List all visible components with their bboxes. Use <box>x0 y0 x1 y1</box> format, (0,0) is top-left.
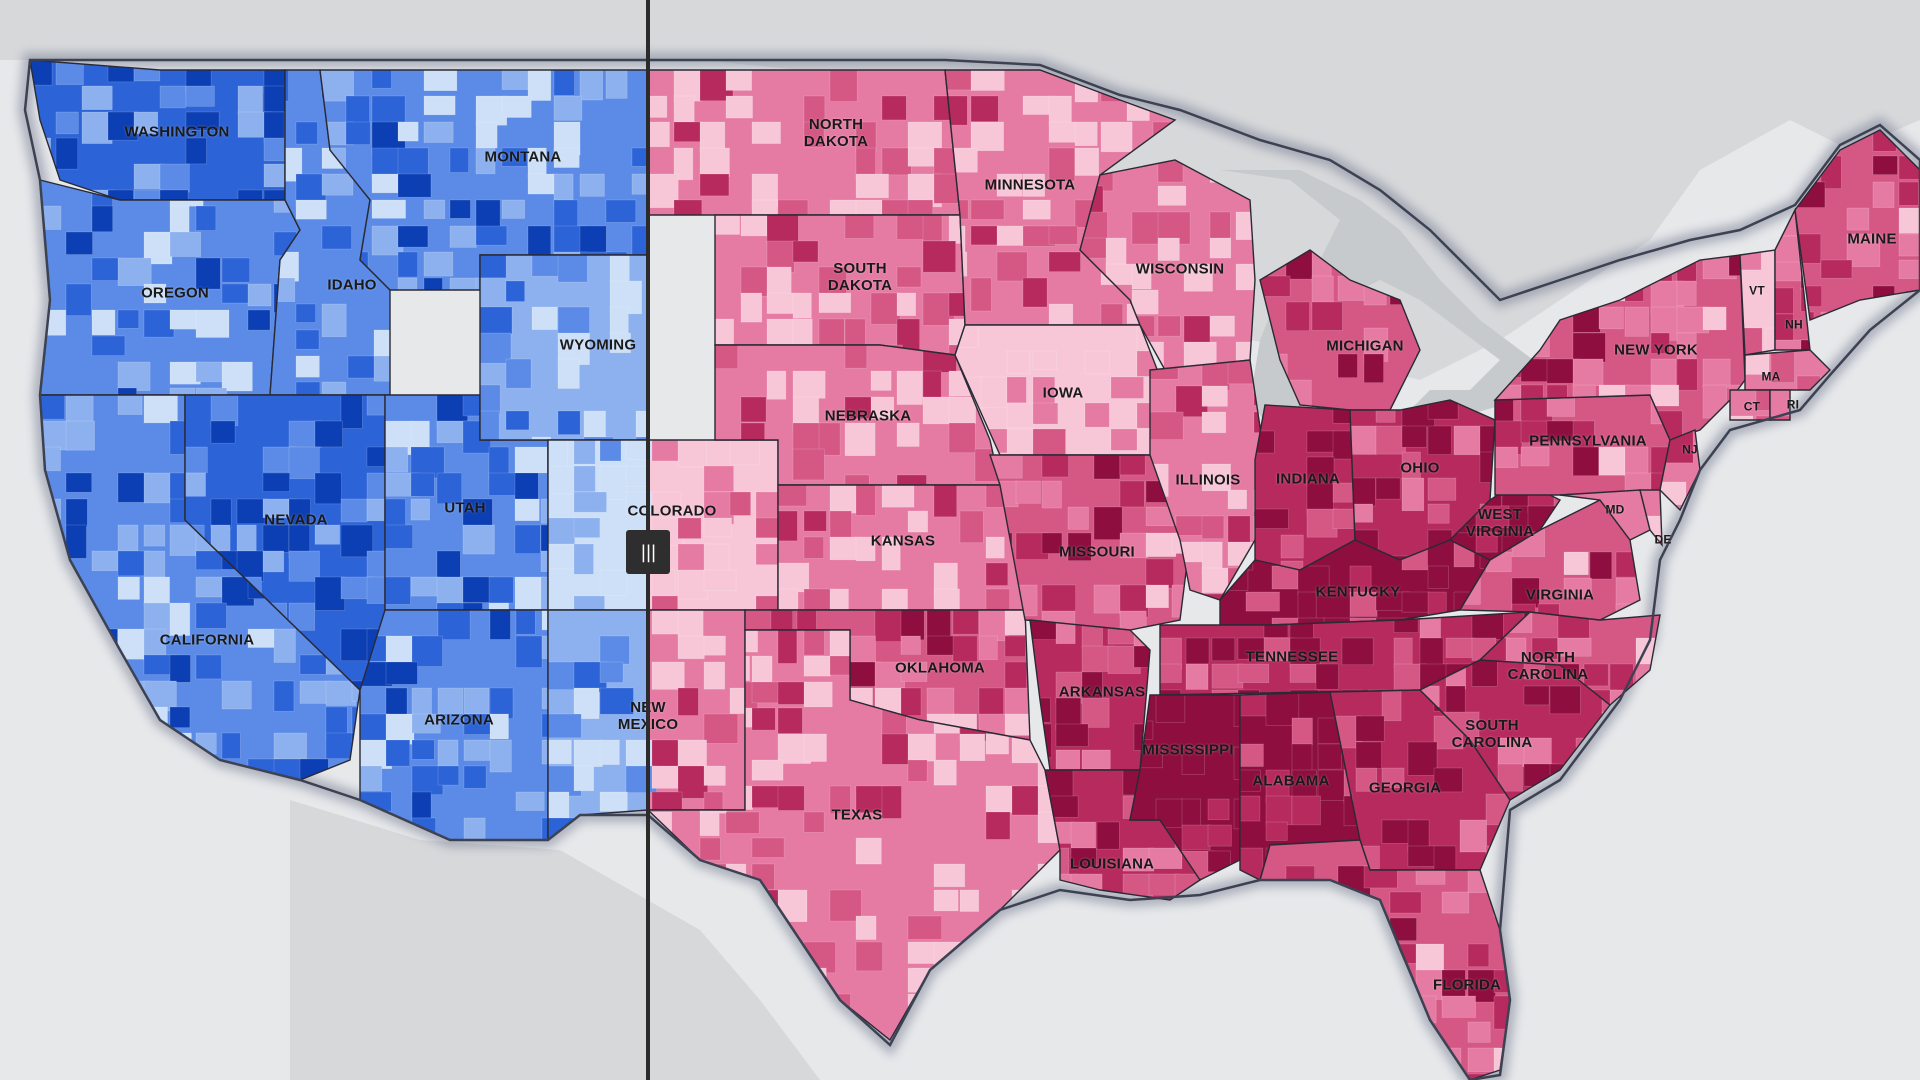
mexico-land <box>290 800 820 1080</box>
state-indiana[interactable] <box>1254 404 1364 584</box>
grip-lines-icon: ||| <box>640 541 656 563</box>
state-wyoming[interactable] <box>479 254 661 464</box>
state-colorado[interactable] <box>547 439 790 629</box>
state-oregon[interactable] <box>39 179 304 421</box>
state-rhode-island[interactable] <box>1769 389 1804 436</box>
state-south-dakota[interactable] <box>714 214 981 376</box>
swipe-handle[interactable]: ||| <box>626 530 670 574</box>
state-pennsylvania[interactable] <box>1494 394 1682 503</box>
state-massachusetts[interactable] <box>1744 349 1831 407</box>
state-north-dakota[interactable] <box>647 69 966 233</box>
state-utah[interactable] <box>384 394 571 636</box>
state-new-mexico[interactable] <box>547 609 758 848</box>
nation-border <box>23 58 1920 1080</box>
state-montana[interactable] <box>319 69 663 309</box>
state-arkansas[interactable] <box>1029 619 1167 780</box>
